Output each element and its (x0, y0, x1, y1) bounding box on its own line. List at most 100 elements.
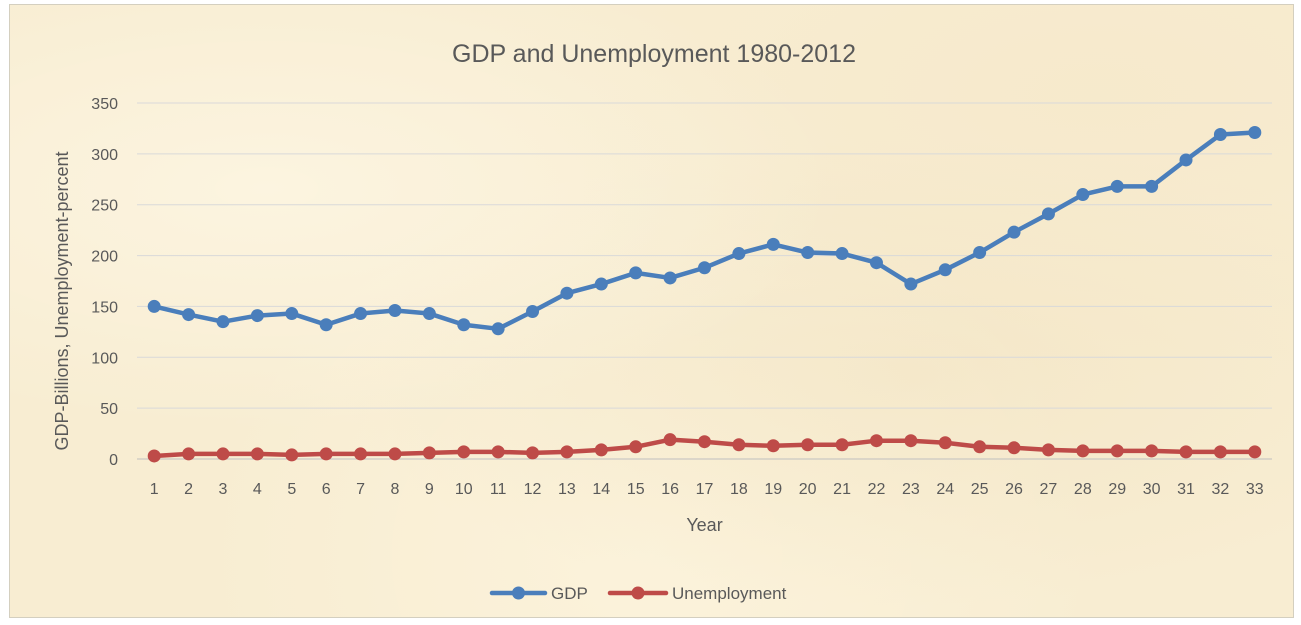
x-tick-label: 3 (219, 481, 228, 498)
gdp-point (938, 263, 952, 277)
y-tick-label: 50 (100, 401, 118, 418)
gdp-point (732, 247, 746, 261)
gdp-point (422, 307, 436, 321)
x-tick-label: 25 (971, 481, 989, 498)
unemployment-series (147, 433, 1262, 463)
x-tick-label: 21 (833, 481, 851, 498)
gdp-point (354, 307, 368, 321)
gdp-point (319, 318, 333, 332)
x-tick-label: 17 (696, 481, 714, 498)
gdp-point (560, 286, 574, 300)
gdp-point (250, 309, 264, 323)
unemployment-point (801, 438, 815, 452)
y-tick-label: 0 (109, 452, 118, 469)
unemployment-point (560, 445, 574, 459)
unemployment-point (1007, 441, 1021, 455)
legend-label: GDP (551, 584, 588, 603)
unemployment-point (732, 438, 746, 452)
unemployment-point (594, 443, 608, 457)
unemployment-point (663, 433, 677, 447)
gdp-point (491, 322, 505, 336)
legend-item-gdp: GDP (489, 584, 588, 603)
legend-item-unemployment: Unemployment (607, 584, 787, 603)
gdp-point (216, 315, 230, 329)
gdp-point (147, 299, 161, 313)
gdp-point (835, 247, 849, 261)
unemployment-point (182, 447, 196, 461)
gdp-point (594, 277, 608, 291)
x-tick-label: 12 (524, 481, 542, 498)
unemployment-point (1213, 445, 1227, 459)
x-tick-label: 27 (1040, 481, 1058, 498)
gdp-line (151, 130, 1258, 332)
gdp-point (1110, 179, 1124, 193)
unemployment-point (973, 440, 987, 454)
y-tick-label: 150 (91, 299, 118, 316)
legend: GDP Unemployment (489, 584, 787, 603)
gdp-point (904, 277, 918, 291)
unemployment-point (354, 447, 368, 461)
y-tick-label: 100 (91, 350, 118, 367)
unemployment-point (526, 446, 540, 460)
x-tick-label: 10 (455, 481, 473, 498)
x-tick-label: 16 (661, 481, 679, 498)
chart-title: GDP and Unemployment 1980-2012 (452, 40, 856, 68)
series-layer (147, 125, 1262, 463)
gdp-point (1041, 207, 1055, 221)
x-tick-label: 29 (1108, 481, 1126, 498)
unemployment-point (216, 447, 230, 461)
x-tick-label: 18 (730, 481, 748, 498)
x-tick-label: 32 (1212, 481, 1230, 498)
chart-area (9, 4, 1294, 618)
unemployment-point (629, 440, 643, 454)
unemployment-point (869, 434, 883, 448)
x-tick-label: 4 (253, 481, 262, 498)
gdp-point (1007, 225, 1021, 239)
x-axis-label: Year (686, 515, 722, 535)
unemployment-point (457, 445, 471, 459)
x-tick-label: 7 (356, 481, 365, 498)
x-tick-label: 2 (184, 481, 193, 498)
gdp-point (526, 305, 540, 319)
x-tick-label: 23 (902, 481, 920, 498)
unemployment-point (1145, 444, 1159, 458)
gdp-point (973, 246, 987, 260)
x-tick-label: 9 (425, 481, 434, 498)
y-tick-label: 300 (91, 147, 118, 164)
x-tick-label: 6 (322, 481, 331, 498)
gdp-point (766, 237, 780, 251)
x-tick-label: 33 (1246, 481, 1264, 498)
y-axis-label: GDP-Billions, Unemployment-percent (52, 151, 72, 450)
gdp-point (663, 271, 677, 285)
x-tick-label: 24 (936, 481, 954, 498)
unemployment-point (285, 448, 299, 462)
unemployment-point (388, 447, 402, 461)
unemployment-point (1110, 444, 1124, 458)
gdp-point (285, 307, 299, 321)
unemployment-point (904, 434, 918, 448)
x-tick-label: 22 (868, 481, 886, 498)
gdp-point (1213, 128, 1227, 142)
x-tick-label: 31 (1177, 481, 1195, 498)
unemployment-point (250, 447, 264, 461)
gdp-point (801, 246, 815, 260)
unemployment-point (835, 438, 849, 452)
gdp-point (388, 303, 402, 317)
unemployment-point (319, 447, 333, 461)
gdp-point (1076, 188, 1090, 202)
x-tick-label: 26 (1005, 481, 1023, 498)
x-axis-ticks: 1 2 3 4 5 6 7 8 9 10 11 12 13 14 15 16 17 18 19 20 21 22 23 24 2… (150, 481, 1264, 498)
unemployment-point (1076, 444, 1090, 458)
gdp-point (1248, 125, 1262, 139)
unemployment-point (1179, 445, 1193, 459)
y-tick-label: 350 (91, 96, 118, 113)
gdp-point (629, 266, 643, 280)
y-tick-label: 250 (91, 198, 118, 215)
gdp-point (182, 308, 196, 322)
unemployment-point (491, 445, 505, 459)
unemployment-point (1041, 443, 1055, 457)
x-tick-label: 20 (799, 481, 817, 498)
x-tick-label: 13 (558, 481, 576, 498)
x-tick-label: 5 (287, 481, 296, 498)
